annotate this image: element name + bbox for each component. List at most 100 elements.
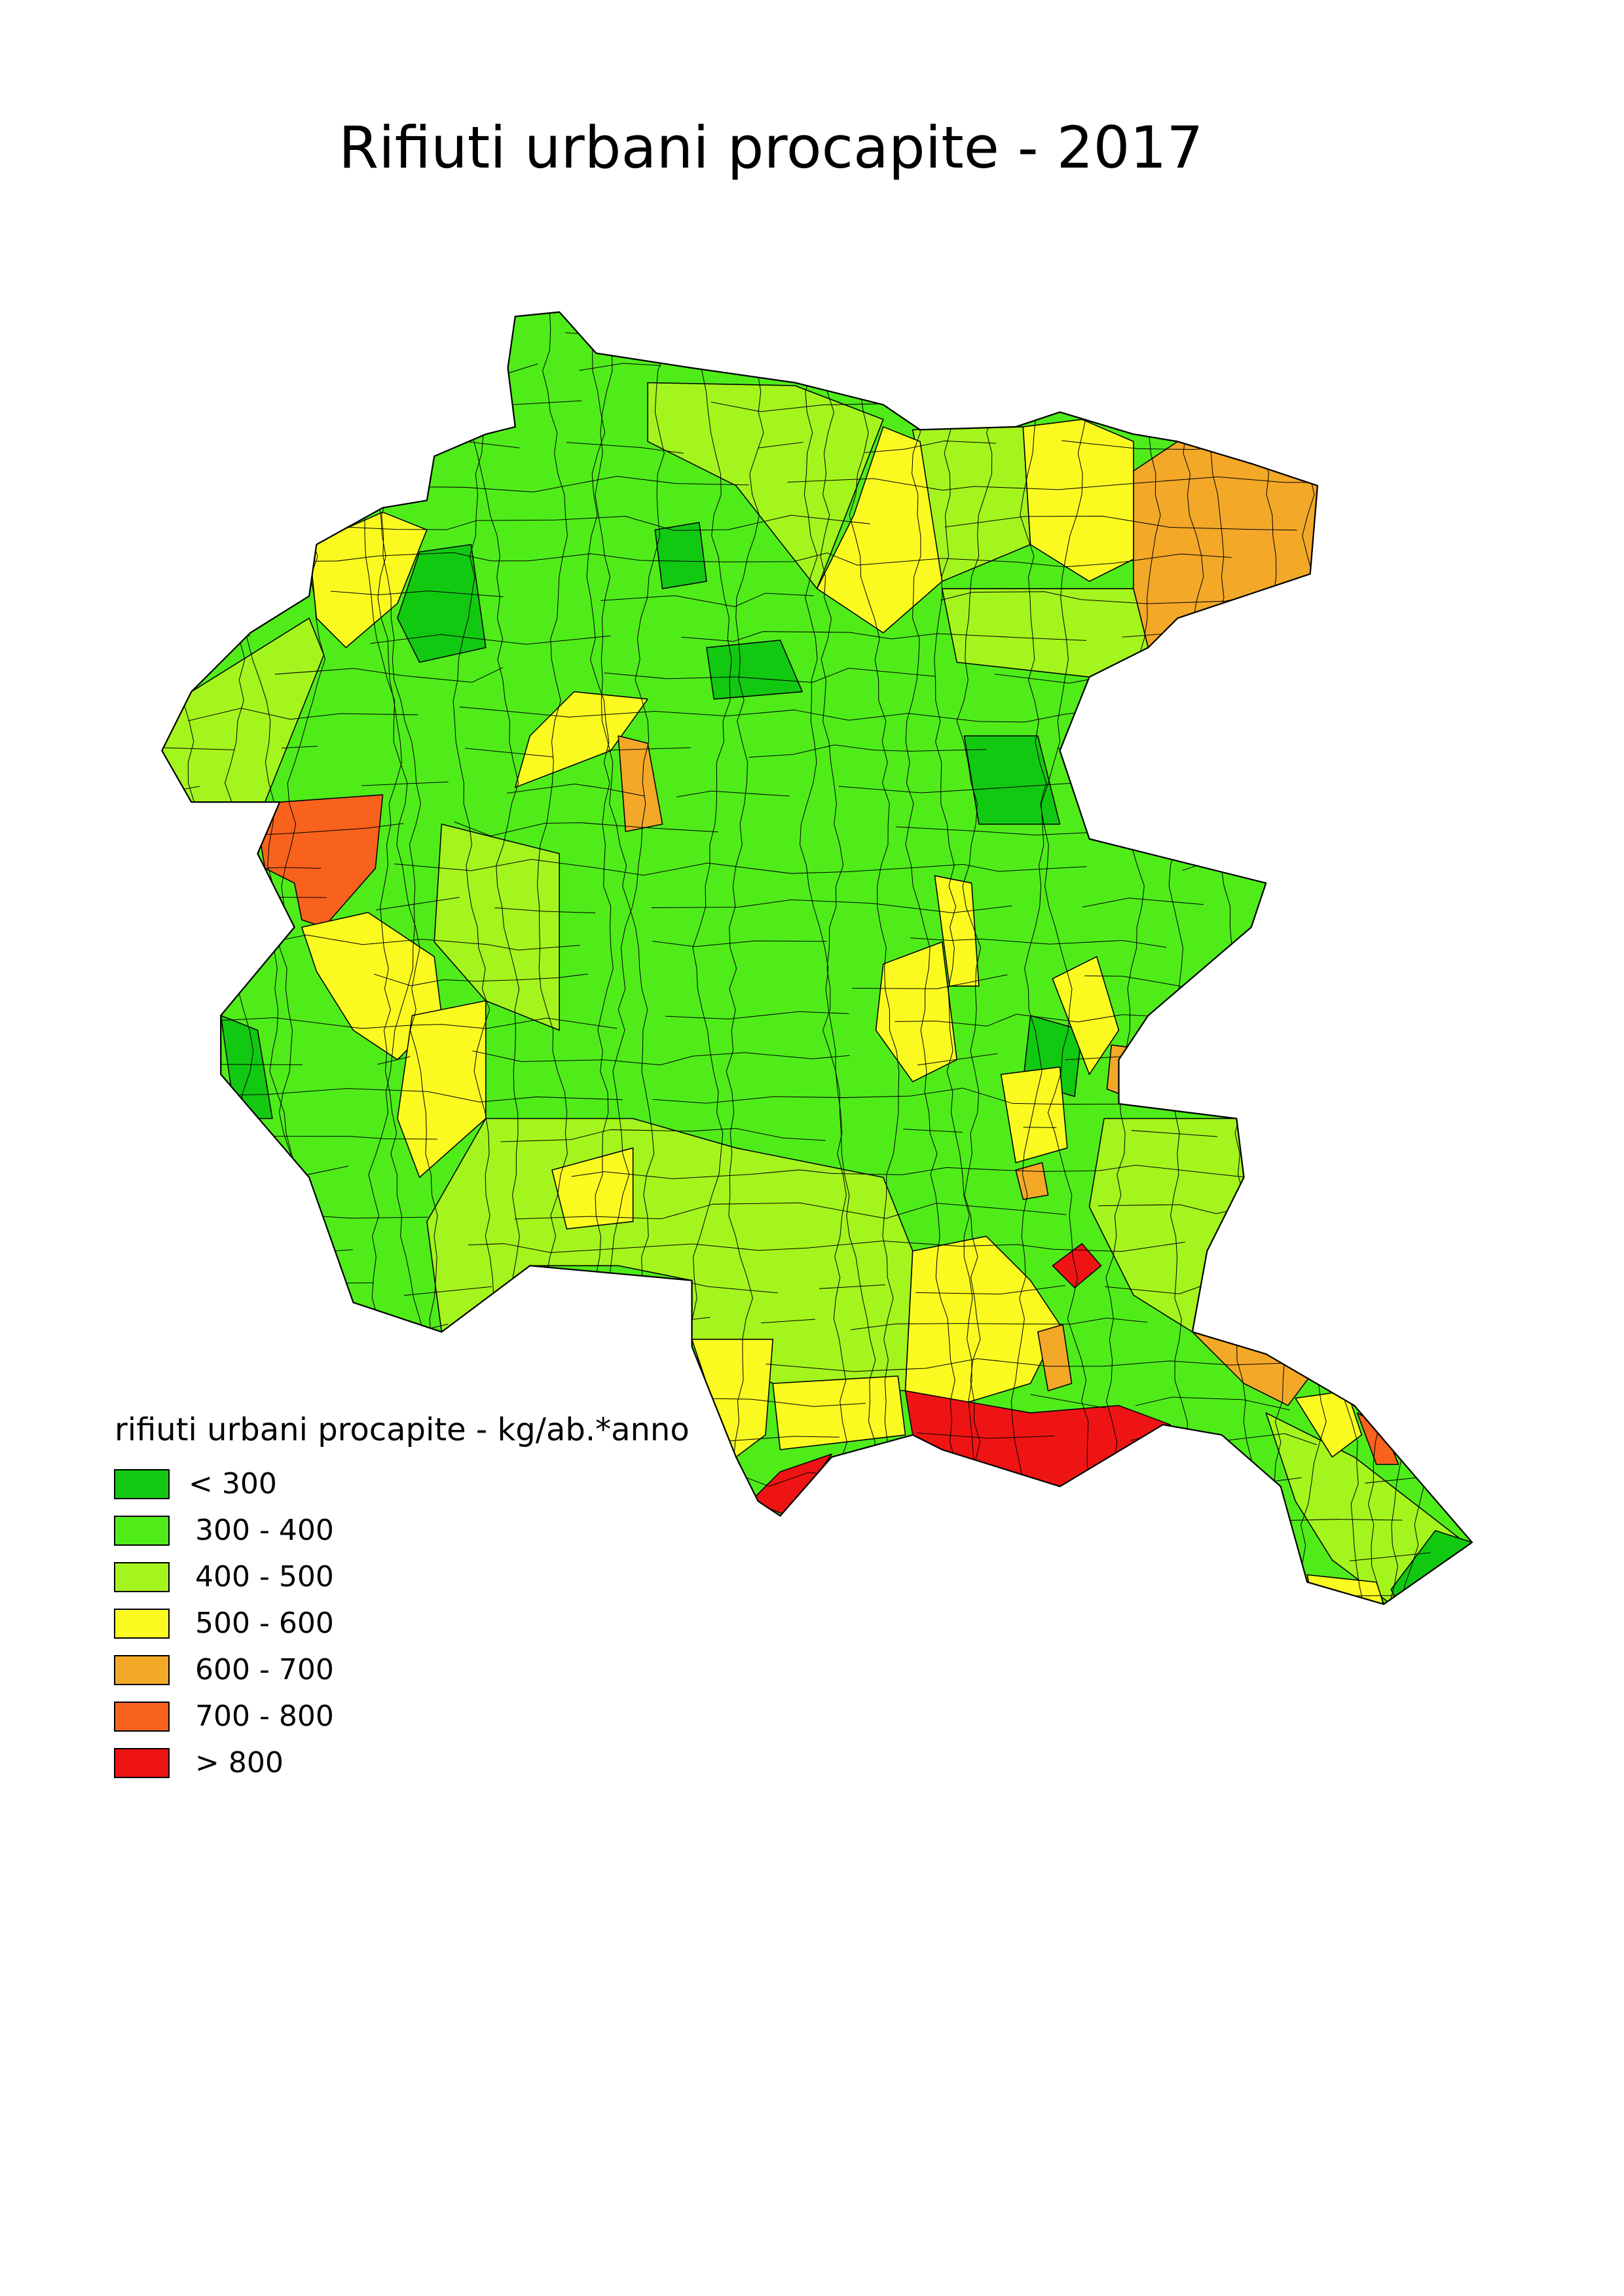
boundary-line: [1388, 1133, 1472, 1137]
legend-swatch: [114, 1609, 170, 1639]
boundary-line: [761, 1319, 815, 1324]
legend-label: 700 - 800: [195, 1700, 334, 1733]
boundary-line: [1330, 754, 1460, 761]
boundary-line: [1344, 668, 1472, 682]
boundary-line: [800, 312, 848, 1605]
municipality-area: [816, 426, 943, 634]
boundary-line: [817, 1585, 1037, 1602]
boundary-line: [394, 859, 1087, 876]
boundary-line: [1301, 1241, 1464, 1256]
legend-swatch: [114, 1469, 170, 1499]
boundary-line: [895, 826, 1118, 836]
boundary-line: [571, 1165, 1389, 1180]
boundary-line: [396, 370, 467, 375]
boundary-line: [716, 312, 764, 1605]
boundary-line: [162, 909, 188, 912]
municipality-area: [1052, 956, 1120, 1075]
legend-label: 500 - 600: [195, 1607, 334, 1640]
boundary-line: [514, 1202, 1067, 1220]
boundary-line: [604, 668, 936, 683]
boundary-line: [735, 1585, 774, 1603]
boundary-line: [162, 399, 348, 410]
legend-label: < 300: [189, 1467, 277, 1501]
boundary-line: [507, 784, 645, 797]
municipality-area: [551, 1147, 634, 1230]
boundary-line: [494, 907, 596, 913]
boundary-line: [1319, 556, 1466, 570]
boundary-line: [274, 667, 504, 683]
boundary-line: [1380, 1431, 1435, 1436]
boundary-line: [1388, 312, 1458, 1605]
boundary-line: [1023, 1127, 1057, 1128]
boundary-line: [1253, 1322, 1390, 1332]
boundary-line: [506, 1324, 636, 1330]
boundary-line: [1251, 936, 1454, 946]
boundary-line: [1376, 1094, 1462, 1099]
boundary-line: [618, 1509, 1022, 1522]
boundary-line: [373, 974, 588, 987]
boundary-line: [386, 1395, 574, 1408]
boundary-line: [189, 1398, 338, 1411]
boundary-line: [566, 442, 684, 454]
boundary-line: [905, 312, 969, 1605]
boundary-line: [819, 1284, 885, 1289]
boundary-line: [259, 934, 580, 951]
boundary-line: [162, 746, 234, 750]
boundary-line: [1132, 1130, 1218, 1137]
region-outline: [161, 311, 1473, 1605]
boundary-line: [652, 1087, 1145, 1105]
boundary-line: [564, 323, 1299, 338]
legend: < 300 300 - 400 400 - 500 500 - 600 600 - 70…: [114, 1467, 334, 1779]
boundary-line: [245, 896, 327, 898]
boundary-line: [681, 631, 1087, 642]
legend-swatch: [114, 1562, 170, 1592]
boundary-line: [406, 1509, 555, 1525]
boundary-line: [1103, 1591, 1178, 1598]
boundary-line: [600, 592, 814, 608]
legend-swatch: [114, 1516, 170, 1546]
boundary-line: [445, 330, 499, 335]
municipality-area: [1265, 1412, 1466, 1605]
boundary-line: [500, 1128, 826, 1142]
boundary-line: [162, 631, 251, 642]
boundary-line: [910, 938, 1167, 948]
municipality-area: [934, 875, 980, 987]
legend-label: 600 - 700: [195, 1653, 334, 1686]
legend-label: 300 - 400: [195, 1514, 334, 1547]
municipality-area: [963, 735, 1061, 825]
boundary-line: [465, 748, 553, 757]
boundary-line: [1001, 312, 1090, 1605]
municipality-area: [1015, 1162, 1049, 1200]
boundary-line: [187, 708, 418, 721]
boundary-line: [370, 634, 611, 645]
boundary-line: [1225, 1590, 1288, 1595]
boundary-line: [1360, 312, 1406, 1605]
boundary-line: [748, 744, 987, 758]
boundary-line: [1057, 748, 1123, 754]
boundary-line: [162, 591, 268, 606]
boundary-line: [1337, 325, 1437, 340]
boundary-line: [956, 312, 997, 1605]
boundary-line: [1384, 820, 1430, 828]
legend-swatch: [114, 1655, 170, 1685]
boundary-line: [579, 363, 661, 371]
boundary-line: [162, 373, 231, 378]
boundary-line: [1020, 312, 1094, 1605]
boundary-line: [282, 746, 318, 749]
boundary-line: [1402, 985, 1435, 991]
boundary-line: [1388, 1019, 1446, 1026]
legend-swatch: [114, 1702, 170, 1732]
boundary-line: [606, 747, 691, 751]
boundary-line: [651, 899, 1012, 913]
boundary-line: [162, 437, 360, 456]
boundary-line: [1168, 312, 1204, 1605]
municipality-area: [1106, 1044, 1134, 1097]
boundary-line: [849, 312, 900, 1605]
boundary-line: [485, 1589, 671, 1603]
legend-title: rifiuti urbani procapite - kg/ab.*anno: [115, 1412, 690, 1448]
boundary-line: [430, 1355, 549, 1370]
municipality-area: [654, 522, 707, 589]
municipality-area: [397, 543, 487, 663]
boundary-line: [744, 363, 1025, 376]
boundary-line: [344, 1548, 396, 1556]
